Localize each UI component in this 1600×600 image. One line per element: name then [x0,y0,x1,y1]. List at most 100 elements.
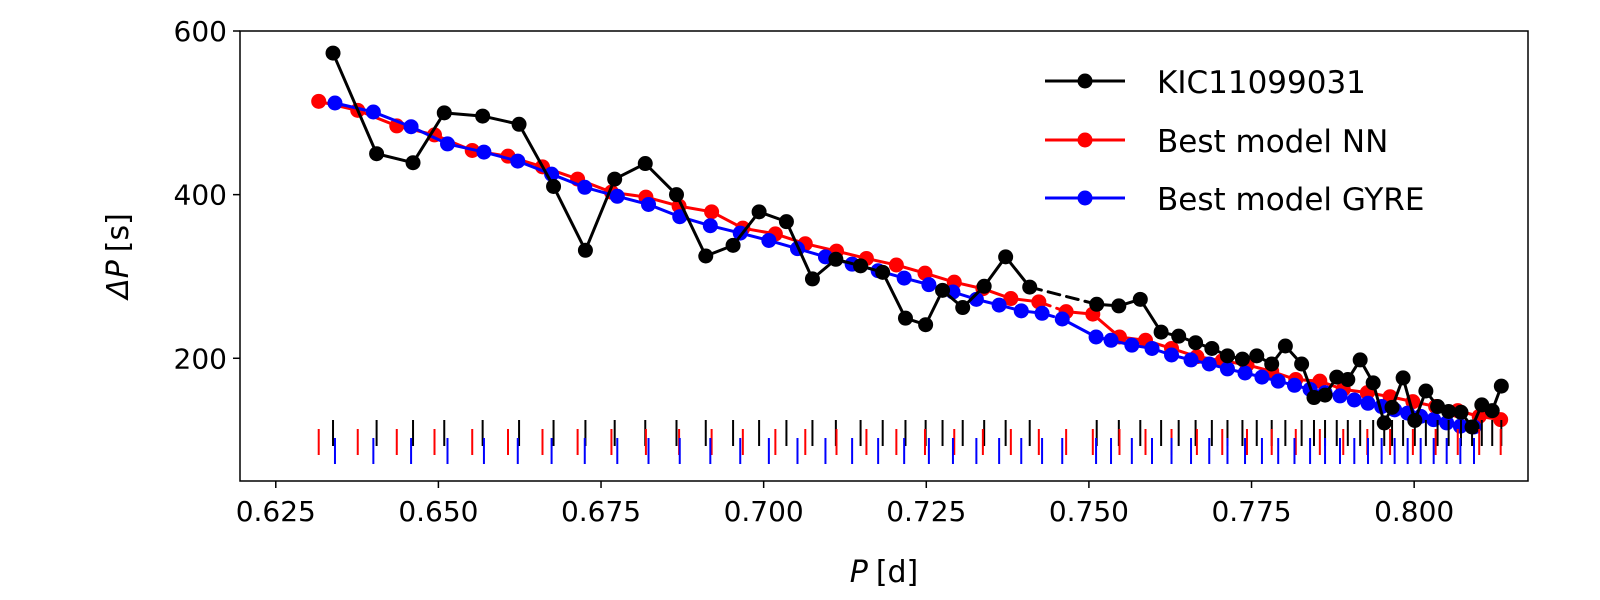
series-0 [325,45,1509,435]
data-point [1103,332,1119,348]
data-point [698,248,714,264]
x-tick-label: 0.725 [886,495,966,528]
data-point [1237,365,1253,381]
data-point [1493,378,1509,394]
data-point [1441,403,1457,419]
data-point [725,237,741,253]
data-point [637,156,653,172]
series-line [552,184,587,252]
data-point [918,317,934,333]
data-point [1294,356,1310,372]
data-point [1183,352,1199,368]
data-point [1089,296,1105,312]
data-point [704,204,720,220]
plot-background [240,31,1528,481]
legend-marker-gyre [1077,190,1093,206]
data-point [1022,279,1038,295]
series-line [411,111,446,165]
data-point [475,108,491,124]
series-line-gap [1028,285,1099,306]
y-tick-label: 400 [174,179,227,212]
data-point [853,258,869,274]
data-point [804,271,820,287]
data-point [1054,311,1070,327]
data-point [1346,392,1362,408]
series-line [674,193,708,258]
data-point [888,257,904,273]
series-line [331,51,379,156]
data-point [1254,369,1270,385]
data-point [1204,340,1220,356]
period-strip-1 [317,429,1502,455]
data-point [1219,348,1235,364]
data-point [546,178,562,194]
data-point [828,251,844,267]
data-point [1188,335,1204,351]
data-point [976,278,992,294]
data-point [896,270,912,286]
data-point [1144,340,1160,356]
data-point [1171,328,1187,344]
data-point [405,155,421,171]
data-point [1124,337,1140,353]
data-point [327,95,343,111]
data-point [991,297,1007,313]
data-point [1132,291,1148,307]
data-point [577,179,593,195]
data-point [917,265,933,281]
data-point [440,136,456,152]
x-axis-label: P [d] [850,555,919,590]
data-point [1418,383,1434,399]
plot-frame [239,30,1529,482]
legend-marker-nn [1077,132,1093,148]
data-point [1164,347,1180,363]
data-point [641,196,657,212]
ticks-layer: 0.625 0.650 0.675 0.700 0.725 0.750 0.775 0.800… [174,15,1455,528]
data-point [935,282,951,298]
data-point [476,144,492,160]
data-point [1317,387,1333,403]
series-line [784,220,814,281]
data-point [672,209,688,225]
y-tick-label: 600 [174,15,227,48]
legend-label-nn: Best model NN [1157,124,1388,160]
legend: KIC11099031 Best model NN Best model GYR… [1045,65,1424,218]
data-point [1352,352,1368,368]
data-point [1264,356,1280,372]
data-point [365,104,381,120]
data-point [751,204,767,220]
data-point [1034,305,1050,321]
data-point [1332,388,1348,404]
data-point [1201,356,1217,372]
data-point [897,310,913,326]
series-line [881,270,907,320]
x-tick-label: 0.700 [724,495,804,528]
data-point [1439,415,1455,431]
data-point [1426,412,1442,428]
legend-label-gyre: Best model GYRE [1157,182,1424,218]
data-point [1270,373,1286,389]
data-point [1277,338,1293,354]
legend-marker-kic [1077,73,1093,89]
data-point [1234,351,1250,367]
data-point [955,300,971,316]
data-point [1219,361,1235,377]
data-point [702,218,718,234]
data-point [875,264,891,280]
data-point [1453,404,1469,420]
data-point [1088,329,1104,345]
data-point [1360,395,1376,411]
data-point [668,187,684,203]
x-tick-label: 0.750 [1049,495,1129,528]
data-point [778,214,794,230]
y-axis-label: ΔP[s] [101,213,136,301]
data-point [1111,298,1127,314]
data-point [403,119,419,135]
data-point [1003,291,1019,307]
data-point [1286,377,1302,393]
data-point [1031,294,1047,310]
data-point [761,232,777,248]
data-point [998,249,1014,265]
data-point [511,116,527,132]
